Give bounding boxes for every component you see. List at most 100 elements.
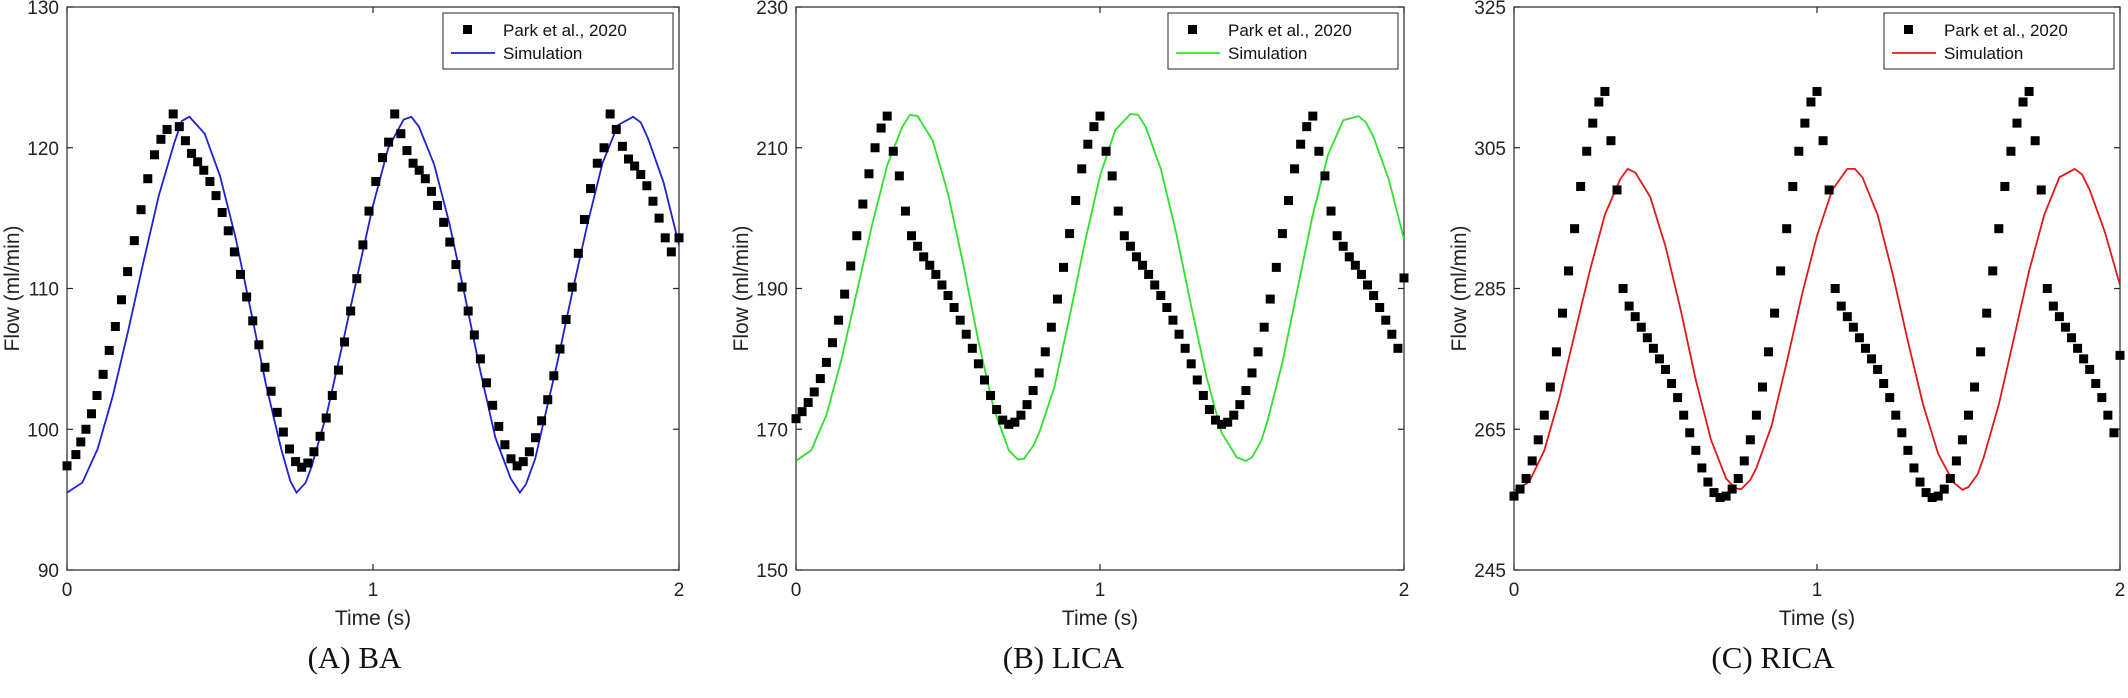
data-point (2054, 312, 2064, 322)
data-point (2097, 393, 2107, 403)
data-point (364, 206, 374, 216)
data-point (592, 158, 602, 168)
data-point (1867, 354, 1877, 364)
data-point (1679, 410, 1689, 420)
data-point (913, 241, 923, 251)
data-point (1782, 224, 1792, 234)
data-point (1739, 456, 1749, 466)
data-point (1970, 382, 1980, 392)
data-point (1028, 386, 1038, 396)
y-tick-label: 325 (1474, 0, 1506, 19)
data-point (333, 365, 343, 375)
caption-rica: (C) RICA (1711, 640, 1835, 675)
data-point (248, 316, 258, 326)
data-point (1308, 111, 1318, 121)
data-point (187, 148, 197, 158)
data-point (1253, 347, 1263, 357)
data-point (1119, 231, 1129, 241)
data-point (2085, 364, 2095, 374)
data-point (174, 122, 184, 132)
data-point (1915, 477, 1925, 487)
data-point (1375, 303, 1385, 313)
data-point (666, 247, 676, 257)
data-point (1776, 266, 1786, 276)
data-point (1824, 185, 1834, 195)
data-point (242, 292, 252, 302)
data-point (1150, 280, 1160, 290)
data-point (1527, 456, 1537, 466)
data-point (605, 109, 615, 119)
data-point (1939, 484, 1949, 494)
data-point (1204, 405, 1214, 415)
data-point (156, 134, 166, 144)
data-point (1673, 393, 1683, 403)
data-point (1800, 118, 1810, 128)
data-point (223, 226, 233, 236)
data-point (1557, 308, 1567, 318)
data-point (1709, 488, 1719, 498)
data-point (199, 165, 209, 175)
data-point (1344, 252, 1354, 262)
data-point (217, 207, 227, 217)
y-tick-label: 110 (29, 280, 59, 301)
data-point (943, 291, 953, 301)
data-point (390, 109, 400, 119)
data-point (278, 427, 288, 437)
data-point (92, 390, 102, 400)
data-point (1083, 139, 1093, 149)
data-point (143, 174, 153, 184)
data-point (1642, 333, 1652, 343)
y-tick-label: 285 (1474, 280, 1506, 301)
data-point (1545, 382, 1555, 392)
data-point (2024, 86, 2034, 96)
data-point (524, 447, 534, 457)
simulation-line (67, 115, 679, 495)
data-point (86, 409, 96, 419)
legend: Park et al., 2020 Simulation (1883, 12, 2115, 70)
data-point (937, 280, 947, 290)
legend-marker-icon (1904, 25, 1913, 34)
y-tick-label: 130 (27, 0, 59, 19)
data-point (876, 123, 886, 133)
data-point (636, 169, 646, 179)
data-point (1131, 252, 1141, 262)
legend: Park et al., 2020 Simulation (1167, 12, 1399, 70)
data-point (979, 375, 989, 385)
data-point (110, 322, 120, 332)
data-point (1661, 364, 1670, 374)
data-point (1957, 435, 1967, 445)
data-point (104, 345, 114, 355)
data-point (475, 354, 485, 364)
x-tick-label: 2 (2115, 580, 2126, 601)
data-point (76, 437, 86, 447)
data-point (648, 196, 658, 206)
data-point (180, 136, 190, 146)
data-point (1283, 196, 1293, 206)
data-point (1885, 393, 1895, 403)
data-point (543, 395, 553, 405)
data-point (1004, 419, 1014, 429)
data-point (955, 315, 965, 325)
data-point (1697, 463, 1707, 473)
data-point (1982, 308, 1992, 318)
data-point (1770, 308, 1780, 318)
data-point (2018, 97, 2028, 107)
data-point (925, 260, 935, 270)
data-point (2067, 333, 2077, 343)
data-point (1539, 410, 1549, 420)
data-point (396, 129, 406, 139)
data-point (352, 274, 362, 284)
data-point (1259, 322, 1269, 332)
data-point (1095, 111, 1105, 121)
data-point (1302, 122, 1312, 132)
chart-lica: 0 1 2 150 170 190 210 230 Time (s) Flow (ml/min) P… (730, 0, 1409, 630)
data-point (1909, 463, 1919, 473)
data-point (371, 177, 381, 187)
data-point (1186, 359, 1196, 369)
data-point (1320, 171, 1330, 181)
data-point (1399, 273, 1409, 283)
data-point (272, 407, 282, 417)
data-point (1636, 322, 1646, 332)
data-point (1271, 262, 1281, 272)
data-point (1891, 410, 1901, 420)
